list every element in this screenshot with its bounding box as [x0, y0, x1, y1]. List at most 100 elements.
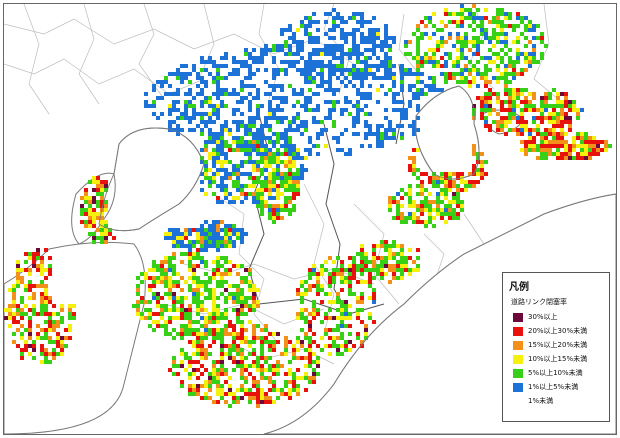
closure-cell — [60, 352, 64, 356]
closure-cell — [476, 168, 480, 172]
closure-cell — [248, 396, 252, 400]
closure-cell — [52, 348, 56, 352]
closure-cell — [548, 144, 552, 148]
closure-cell — [456, 216, 460, 220]
closure-cell — [216, 64, 220, 68]
closure-cell — [280, 28, 284, 32]
closure-cell — [556, 136, 560, 140]
closure-cell — [256, 116, 260, 120]
closure-cell — [188, 128, 192, 132]
closure-cell — [20, 352, 24, 356]
closure-cell — [580, 156, 584, 160]
closure-cell — [184, 232, 188, 236]
closure-cell — [188, 104, 192, 108]
closure-cell — [188, 308, 192, 312]
closure-cell — [188, 384, 192, 388]
closure-cell — [332, 328, 336, 332]
closure-cell — [308, 36, 312, 40]
closure-cell — [240, 328, 244, 332]
closure-cell — [108, 232, 112, 236]
closure-cell — [592, 140, 596, 144]
closure-cell — [280, 388, 284, 392]
closure-cell — [388, 68, 392, 72]
closure-cell — [248, 160, 252, 164]
closure-cell — [292, 36, 296, 40]
closure-cell — [172, 364, 176, 368]
ise-bay — [415, 85, 480, 180]
closure-cell — [532, 144, 536, 148]
closure-cell — [204, 308, 208, 312]
closure-cell — [576, 108, 580, 112]
closure-cell — [208, 140, 212, 144]
closure-cell — [276, 184, 280, 188]
closure-cell — [244, 160, 248, 164]
closure-cell — [400, 84, 404, 88]
closure-cell — [272, 196, 276, 200]
closure-cell — [304, 96, 308, 100]
closure-cell — [408, 104, 412, 108]
closure-cell — [436, 208, 440, 212]
closure-cell — [256, 404, 260, 408]
closure-cell — [556, 100, 560, 104]
closure-cell — [268, 348, 272, 352]
closure-cell — [484, 76, 488, 80]
closure-cell — [220, 384, 224, 388]
closure-cell — [220, 240, 224, 244]
closure-cell — [368, 112, 372, 116]
closure-cell — [408, 156, 412, 160]
closure-cell — [172, 264, 176, 268]
closure-cell — [204, 348, 208, 352]
closure-cell — [300, 24, 304, 28]
closure-cell — [512, 96, 516, 100]
closure-cell — [384, 272, 388, 276]
closure-cell — [448, 216, 452, 220]
closure-cell — [176, 332, 180, 336]
closure-cell — [412, 92, 416, 96]
closure-cell — [340, 280, 344, 284]
closure-cell — [272, 168, 276, 172]
closure-cell — [444, 192, 448, 196]
closure-cell — [44, 360, 48, 364]
closure-cell — [340, 264, 344, 268]
closure-cell — [444, 60, 448, 64]
closure-cell — [292, 380, 296, 384]
closure-cell — [236, 344, 240, 348]
closure-cell — [224, 188, 228, 192]
closure-cell — [256, 180, 260, 184]
closure-cell — [332, 272, 336, 276]
closure-cell — [344, 344, 348, 348]
closure-cell — [248, 272, 252, 276]
closure-cell — [212, 112, 216, 116]
closure-cell — [240, 136, 244, 140]
closure-cell — [308, 64, 312, 68]
closure-cell — [564, 92, 568, 96]
closure-cell — [296, 116, 300, 120]
closure-cell — [480, 20, 484, 24]
closure-cell — [480, 96, 484, 100]
closure-cell — [252, 116, 256, 120]
closure-cell — [408, 84, 412, 88]
closure-cell — [316, 344, 320, 348]
closure-cell — [456, 12, 460, 16]
closure-cell — [220, 160, 224, 164]
closure-cell — [44, 268, 48, 272]
closure-cell — [236, 184, 240, 188]
closure-cell — [252, 300, 256, 304]
closure-cell — [472, 184, 476, 188]
closure-cell — [560, 120, 564, 124]
closure-cell — [292, 348, 296, 352]
closure-cell — [216, 336, 220, 340]
closure-cell — [424, 188, 428, 192]
closure-cell — [328, 68, 332, 72]
closure-cell — [208, 316, 212, 320]
closure-cell — [96, 216, 100, 220]
closure-cell — [172, 104, 176, 108]
closure-cell — [568, 116, 572, 120]
closure-cell — [24, 284, 28, 288]
closure-cell — [368, 284, 372, 288]
closure-cell — [276, 388, 280, 392]
closure-cell — [136, 300, 140, 304]
closure-cell — [476, 72, 480, 76]
closure-cell — [500, 40, 504, 44]
closure-cell — [516, 36, 520, 40]
